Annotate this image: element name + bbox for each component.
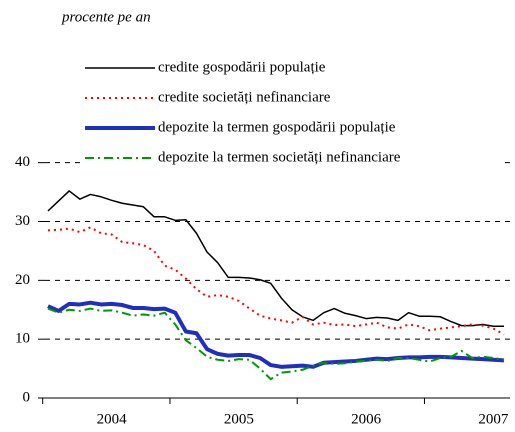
series-line	[47, 300, 505, 369]
legend-label: depozite la termen societăți nefinanciar…	[158, 149, 401, 165]
series-line	[47, 226, 505, 336]
legend-background	[80, 55, 500, 173]
legend-label: credite societăți nefinanciare	[158, 89, 331, 105]
y-tick-label: 10	[15, 331, 30, 347]
x-tick-label: 2006	[351, 411, 382, 427]
y-tick-label: 20	[15, 272, 30, 288]
x-tick-label: 2004	[97, 411, 128, 427]
y-tick-label: 0	[23, 389, 31, 405]
series-line	[47, 190, 504, 327]
y-axis-label: procente pe an	[61, 9, 151, 25]
series-line	[47, 307, 505, 381]
y-tick-label: 30	[15, 213, 30, 229]
y-tick-label: 40	[15, 154, 30, 170]
x-tick-label: 2005	[224, 411, 254, 427]
x-tick-label: 2007	[478, 411, 509, 427]
legend-label: depozite la termen gospodării populație	[158, 119, 396, 135]
legend-label: credite gospodării populație	[158, 59, 326, 75]
